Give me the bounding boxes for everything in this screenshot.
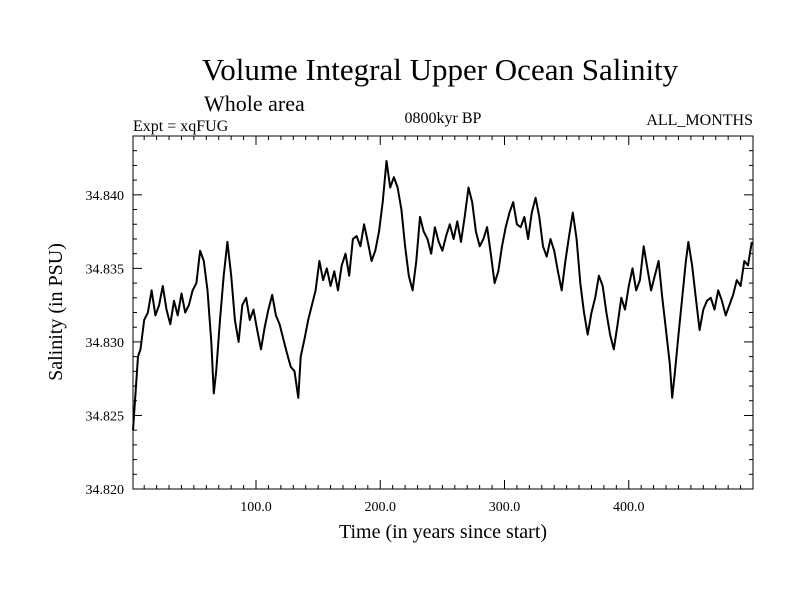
experiment-label: Expt = xqFUG [133, 118, 229, 135]
x-tick-label: 300.0 [489, 500, 521, 515]
x-tick-label: 200.0 [365, 500, 397, 515]
data-series [132, 160, 753, 431]
axis-ticks: 100.0 200.0 300.0 400.0 34.820 34.825 34.830 34… [86, 135, 753, 515]
y-axis-label: Salinity (in PSU) [45, 243, 67, 381]
plot-frame [132, 135, 754, 490]
x-tick-label: 100.0 [240, 500, 272, 515]
y-tick-label: 34.840 [86, 189, 125, 204]
y-tick-label: 34.825 [86, 409, 125, 424]
chart-title: Volume Integral Upper Ocean Salinity [202, 52, 679, 87]
series-line-salinity [132, 160, 753, 431]
x-axis-label: Time (in years since start) [339, 521, 547, 543]
chart-subtitle: Whole area [204, 91, 305, 116]
y-tick-label: 34.830 [86, 336, 125, 351]
period-label: 0800kyr BP [405, 110, 482, 127]
y-tick-label: 34.820 [86, 483, 125, 498]
x-tick-label: 400.0 [613, 500, 645, 515]
y-tick-label: 34.835 [86, 262, 125, 277]
months-label: ALL_MONTHS [646, 112, 753, 129]
